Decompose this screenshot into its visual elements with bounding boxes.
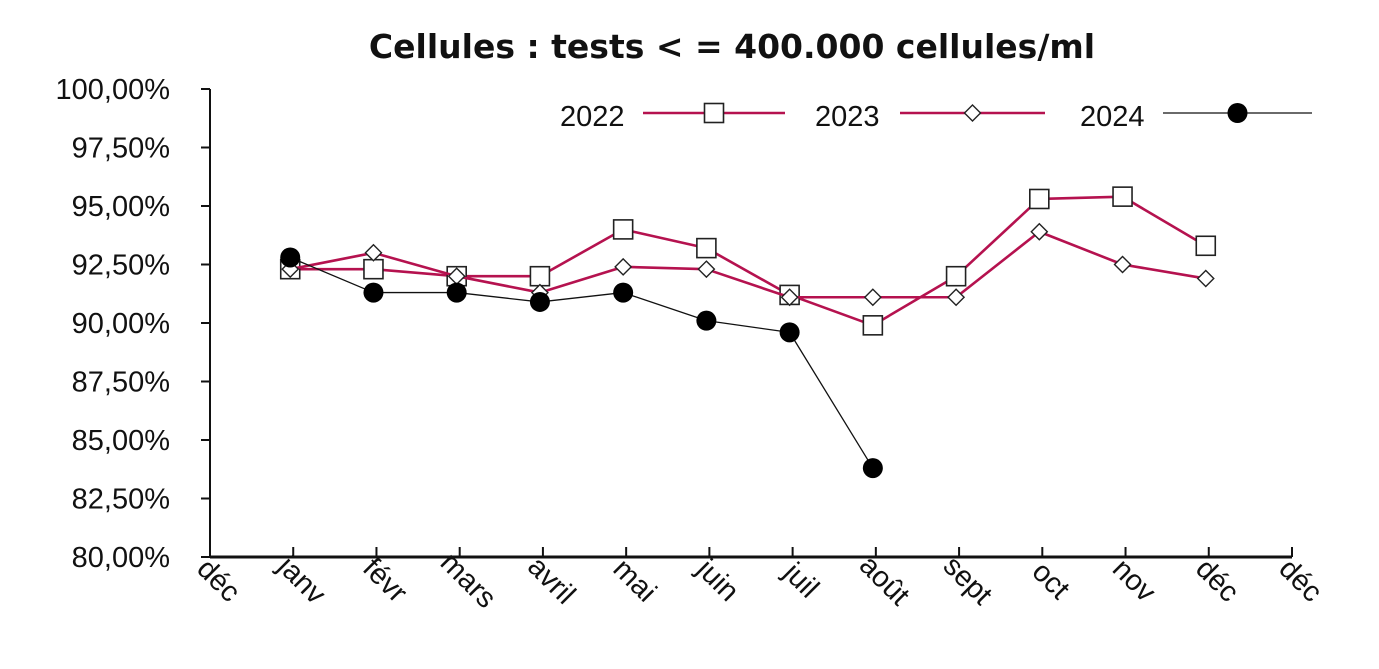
data-point-2023 <box>614 257 633 276</box>
data-point-2023 <box>1030 222 1049 241</box>
x-tick-label: mai <box>607 553 663 609</box>
legend-item-2022: 2022 <box>560 101 785 133</box>
x-tick-label: oct <box>1026 556 1076 606</box>
data-point-2024 <box>363 282 384 303</box>
x-tick-label: avril <box>521 551 581 611</box>
data-point-2023 <box>947 288 966 307</box>
series-layer <box>279 186 1217 479</box>
y-tick-label: 100,00% <box>56 74 171 106</box>
legend-marker <box>963 104 982 122</box>
x-tick-label: juil <box>776 556 824 604</box>
legend-label: 2022 <box>560 101 625 133</box>
legend-marker <box>1227 103 1248 123</box>
y-tick-label: 95,00% <box>72 191 170 223</box>
data-point-2023 <box>780 288 799 307</box>
y-tick-label: 82,50% <box>72 484 170 516</box>
data-point-2022 <box>1112 186 1133 207</box>
x-tick-label: sept <box>937 550 998 611</box>
y-tick-label: 90,00% <box>72 308 170 340</box>
data-point-2023 <box>697 260 716 279</box>
data-point-2022 <box>529 265 551 287</box>
axes: 100,00% 97,50% 95,00% 92,50% 90,00% 87,50% 85,… <box>56 74 1329 615</box>
y-tick-label: 92,50% <box>72 250 170 282</box>
data-point-2022 <box>945 265 967 287</box>
x-tick-label: nov <box>1106 553 1162 609</box>
y-tick-label: 85,00% <box>72 425 170 457</box>
y-tick-label: 80,00% <box>72 542 170 574</box>
legend-item-2024: 2024 <box>1080 101 1312 133</box>
data-point-2024 <box>613 282 634 303</box>
legend-item-2023: 2023 <box>815 101 1045 133</box>
data-point-2024 <box>779 322 800 343</box>
data-point-2022 <box>1195 235 1217 257</box>
series-line-2024 <box>289 256 874 469</box>
data-point-2022 <box>862 315 884 336</box>
legend-marker <box>703 102 725 124</box>
series-2024 <box>280 247 883 479</box>
data-point-2022 <box>363 258 384 280</box>
y-tick-label: 97,50% <box>72 133 170 165</box>
data-point-2022 <box>612 219 634 240</box>
chart-title: Cellules : tests < = 400.000 cellules/ml <box>369 27 1095 66</box>
data-point-2022 <box>1029 188 1050 210</box>
data-point-2023 <box>1196 269 1215 288</box>
data-point-2024 <box>529 291 550 312</box>
y-tick-label: 87,50% <box>72 367 170 399</box>
data-point-2024 <box>280 247 301 268</box>
series-line-2023 <box>289 230 1206 299</box>
data-point-2022 <box>696 237 717 259</box>
data-point-2023 <box>863 288 882 307</box>
x-tick-label: janv <box>271 550 332 611</box>
legend-label: 2024 <box>1080 101 1145 133</box>
data-point-2023 <box>1113 255 1132 274</box>
x-tick-label: août <box>853 549 916 612</box>
x-tick-label: déc <box>1273 553 1329 609</box>
x-tick-label: déc <box>191 553 247 609</box>
series-2022 <box>279 186 1217 336</box>
data-point-2024 <box>862 458 883 479</box>
data-point-2024 <box>446 282 467 303</box>
legend: 2022 2023 2024 <box>560 101 1312 133</box>
data-point-2023 <box>364 243 383 262</box>
x-tick-label: déc <box>1189 553 1245 609</box>
x-tick-label: févr <box>356 552 413 609</box>
legend-label: 2023 <box>815 101 880 133</box>
x-tick-label: juin <box>690 553 745 608</box>
data-point-2024 <box>696 310 717 331</box>
series-line-2022 <box>290 195 1207 327</box>
